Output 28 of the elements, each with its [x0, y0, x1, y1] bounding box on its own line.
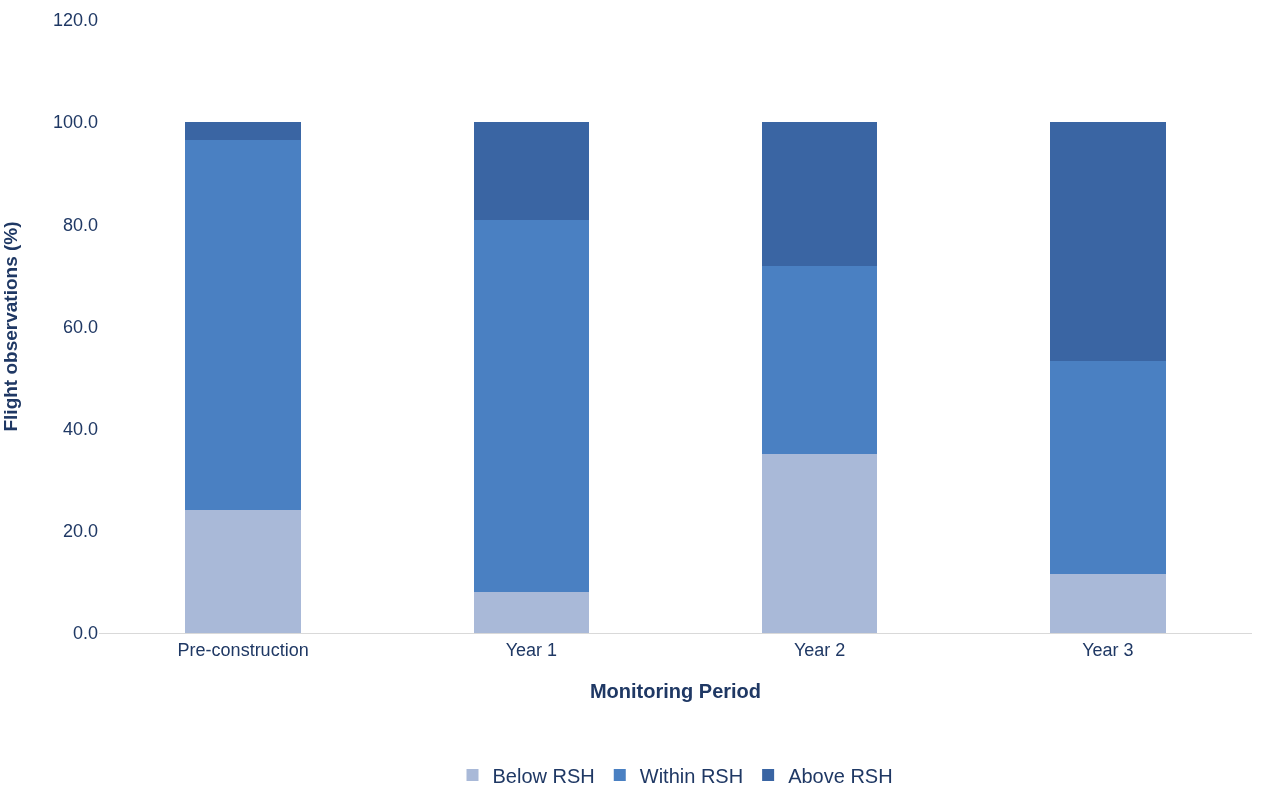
bar — [185, 510, 301, 633]
bar — [1050, 361, 1166, 575]
y-tick-label: 0.0 — [72, 623, 98, 644]
legend-label: Below RSH — [492, 764, 595, 787]
y-tick-label: 40.0 — [62, 418, 98, 439]
x-tick-label: Year 3 — [1082, 639, 1134, 660]
bar — [761, 266, 878, 454]
bar — [761, 122, 878, 267]
y-tick-label: 120.0 — [52, 10, 98, 31]
legend-label: Within RSH — [639, 764, 744, 787]
bar — [185, 122, 301, 140]
y-tick-label: 20.0 — [62, 521, 98, 542]
bar — [185, 139, 301, 511]
x-tick-label: Pre-construction — [177, 639, 309, 660]
bar — [473, 592, 590, 633]
bar — [1050, 122, 1166, 362]
x-tick-label: Year 2 — [793, 639, 846, 660]
bar — [1050, 574, 1166, 633]
legend-label: Above RSH — [788, 764, 893, 787]
bar — [473, 122, 590, 220]
bar — [473, 219, 590, 593]
x-tick-label: Year 1 — [505, 639, 558, 660]
y-tick-label: 80.0 — [62, 214, 98, 235]
y-axis-title: Flight observations (%) — [0, 221, 21, 432]
y-tick-label: 60.0 — [62, 316, 98, 337]
y-tick-label: 100.0 — [52, 112, 98, 133]
bar — [761, 453, 878, 633]
x-axis-title: Monitoring Period — [589, 680, 762, 703]
